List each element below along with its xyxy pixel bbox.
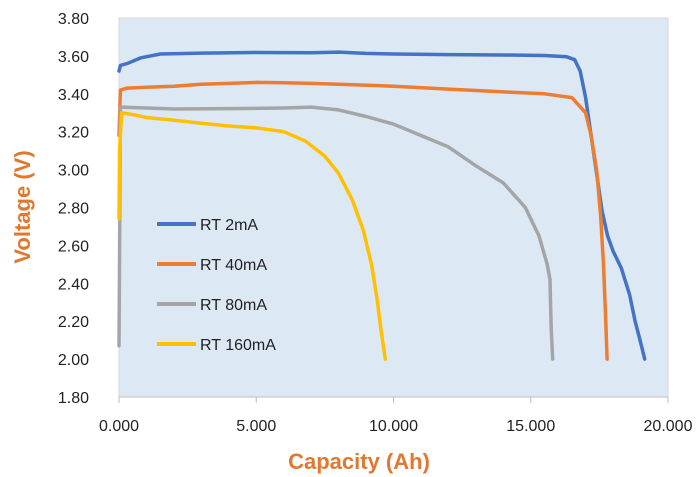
x-axis-title: Capacity (Ah) (288, 449, 430, 474)
y-tick-label: 2.40 (58, 276, 89, 293)
y-tick-label: 3.40 (58, 87, 89, 104)
x-tick-label: 20.000 (644, 418, 693, 435)
y-axis-title: Voltage (V) (10, 150, 35, 263)
series-line-rt-80ma (117, 105, 555, 361)
legend-label: RT 2mA (200, 217, 258, 234)
legend: RT 2mA RT 40mA RT 80mA RT 160mA (157, 217, 276, 354)
legend-label: RT 40mA (200, 257, 267, 274)
y-tick-label: 3.20 (58, 125, 89, 142)
plot-area (118, 17, 669, 398)
legend-label: RT 80mA (200, 297, 267, 314)
y-tick-label: 2.60 (58, 238, 89, 255)
y-tick-label: 3.60 (58, 49, 89, 66)
series-line-rt-2ma (117, 50, 647, 361)
x-tick-label: 0.000 (99, 418, 139, 435)
y-tick-label: 2.00 (58, 352, 89, 369)
series-line-rt-40ma (117, 80, 609, 361)
legend-label: RT 160mA (200, 337, 276, 354)
y-axis-ticks: 1.80 2.00 2.20 2.40 2.60 2.80 3.00 3.20 3.40 3.60… (58, 11, 89, 407)
x-tick-label: 15.000 (506, 418, 555, 435)
x-tick-label: 5.000 (236, 418, 276, 435)
y-tick-label: 3.80 (58, 11, 89, 28)
series-layer (117, 50, 647, 361)
x-axis-ticks: 0.000 5.000 10.000 15.000 20.000 (99, 397, 693, 435)
x-tick-label: 10.000 (369, 418, 418, 435)
y-tick-label: 3.00 (58, 163, 89, 180)
y-tick-label: 1.80 (58, 390, 89, 407)
series-line-rt-160ma (117, 111, 388, 361)
y-tick-label: 2.20 (58, 314, 89, 331)
y-tick-label: 2.80 (58, 201, 89, 218)
